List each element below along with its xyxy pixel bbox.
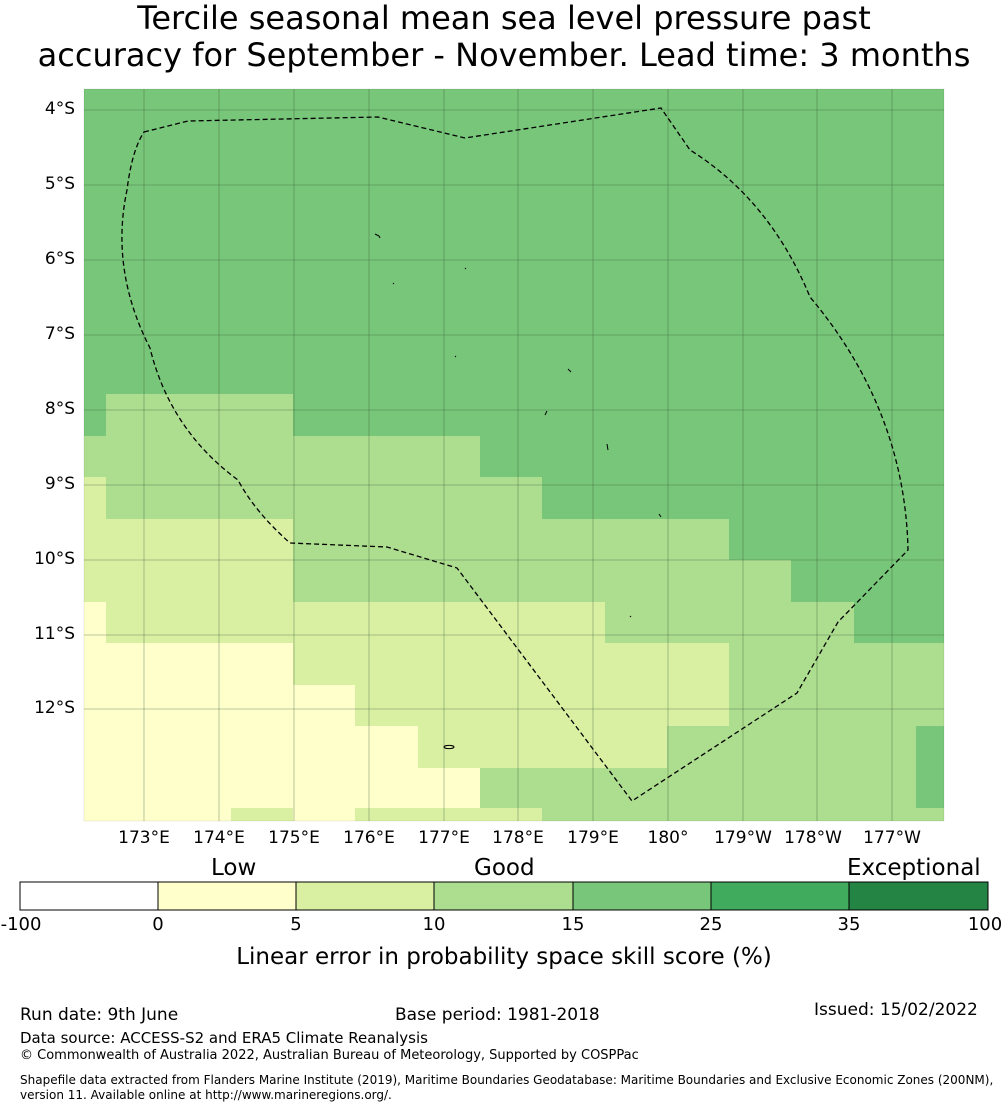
category-low: Low xyxy=(211,855,257,881)
copyright: © Commonwealth of Australia 2022, Austra… xyxy=(20,1048,639,1063)
colorbar-segment-10-15 xyxy=(433,881,574,911)
run-date: Run date: 9th June xyxy=(20,1005,179,1025)
colorbar-tick: 15 xyxy=(561,914,585,935)
lon-label: 176°E xyxy=(343,828,395,848)
colorbar-tick: 10 xyxy=(422,914,446,935)
lat-label: 9°S xyxy=(44,474,75,494)
lon-label: 179°E xyxy=(567,828,619,848)
lon-label: 180° xyxy=(647,828,689,848)
issued-date: Issued: 15/02/2022 xyxy=(814,1000,978,1020)
cell-0-5-bottom-1 xyxy=(84,808,231,821)
colorbar-segment-25-35 xyxy=(710,881,850,911)
chart-title-line-1: Tercile seasonal mean sea level pressure… xyxy=(137,0,871,37)
lon-label: 177°W xyxy=(863,828,921,848)
colorbar-segment-15-25 xyxy=(572,881,712,911)
islands xyxy=(374,233,662,750)
cell-5-10-bottom-2 xyxy=(355,808,542,821)
colorbar-segment-35-100 xyxy=(848,881,989,911)
lon-label: 175°E xyxy=(268,828,320,848)
cell-15-25-east xyxy=(916,726,944,808)
lon-label: 179°W xyxy=(714,828,772,848)
cell-0-5-bottom-2 xyxy=(293,808,355,821)
colorbar-tick: 35 xyxy=(837,914,861,935)
shapefile-credit-line-1: Shapefile data extracted from Flanders M… xyxy=(20,1073,994,1087)
lat-label: 8°S xyxy=(44,399,75,419)
map-cells xyxy=(84,89,944,821)
colorbar-label: Linear error in probability space skill … xyxy=(236,944,772,970)
colorbar-tick: 5 xyxy=(290,914,302,935)
gridlines xyxy=(84,89,944,821)
lon-label: 173°E xyxy=(118,828,170,848)
colorbar-segment-neg xyxy=(19,881,159,911)
eez-boundary xyxy=(121,107,909,802)
colorbar-tick: 25 xyxy=(699,914,723,935)
category-exceptional: Exceptional xyxy=(847,855,981,881)
lat-label: 4°S xyxy=(44,99,75,119)
cell-0-5 xyxy=(84,602,480,808)
colorbar-tick: 100 xyxy=(967,914,1003,935)
colorbar-segment-5-10 xyxy=(295,881,435,911)
lat-label: 5°S xyxy=(44,174,75,194)
shapefile-credit-line-2: version 11. Available online at http://w… xyxy=(20,1088,392,1102)
lat-label: 11°S xyxy=(34,624,75,644)
data-source: Data source: ACCESS-S2 and ERA5 Climate … xyxy=(20,1029,428,1047)
lon-label: 174°E xyxy=(193,828,245,848)
lat-label: 6°S xyxy=(44,249,75,269)
lon-label: 177°E xyxy=(418,828,470,848)
colorbar-tick: 0 xyxy=(152,914,164,935)
lat-label: 7°S xyxy=(44,324,75,344)
lon-label: 178°W xyxy=(784,828,842,848)
chart-title-line-2: accuracy for September - November. Lead … xyxy=(37,36,971,74)
colorbar-segment-0-5 xyxy=(157,881,297,911)
cell-5-10-bottom-1 xyxy=(231,808,293,821)
map-frame xyxy=(83,88,945,822)
base-period: Base period: 1981-2018 xyxy=(395,1005,600,1025)
category-good: Good xyxy=(474,855,535,881)
lat-label: 10°S xyxy=(34,549,75,569)
lon-label: 178°E xyxy=(492,828,544,848)
lat-label: 12°S xyxy=(34,698,75,718)
colorbar-tick: -100 xyxy=(0,914,42,935)
